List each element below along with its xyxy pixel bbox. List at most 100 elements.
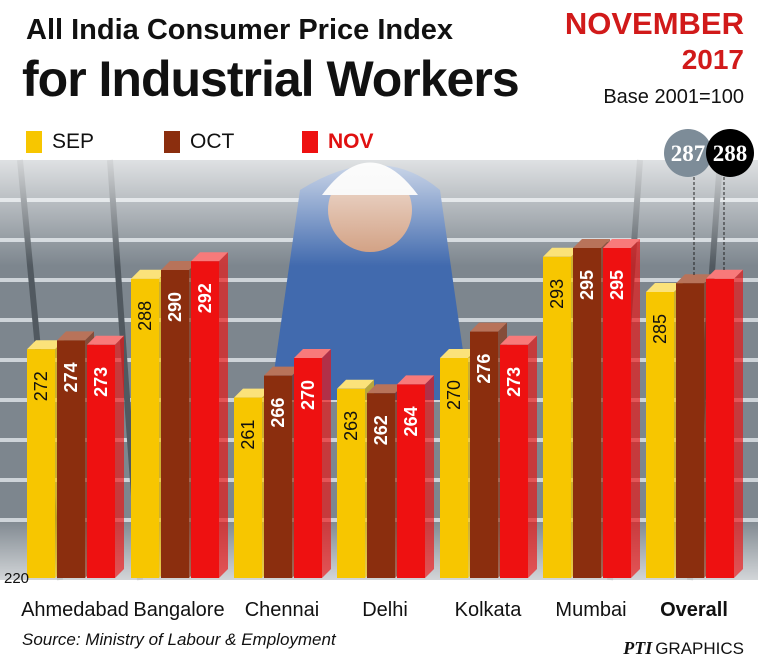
bar-bangalore-oct — [161, 270, 189, 578]
bar-top-ahmedabad-sep — [27, 340, 64, 350]
category-label-mumbai: Mumbai — [555, 599, 626, 621]
bar-group-delhi: 263 262 264 — [337, 375, 434, 578]
value-label-kolkata-oct: 276 — [474, 354, 494, 384]
bar-top-delhi-sep — [337, 379, 374, 389]
bar-kolkata-sep — [440, 358, 468, 578]
bar-top-ahmedabad-nov — [87, 335, 124, 345]
badge-circle-nov — [706, 129, 754, 177]
bar-top-overall-sep — [646, 283, 683, 292]
value-label-ahmedabad-nov: 273 — [91, 367, 111, 397]
bar-overall-sep — [646, 292, 674, 578]
bar-mumbai-sep — [543, 256, 571, 578]
category-label-kolkata: Kolkata — [455, 599, 523, 621]
bar-top-delhi-oct — [367, 384, 404, 394]
bar-group-kolkata: 270 276 273 — [440, 322, 537, 578]
bar-side-chennai-nov — [322, 349, 331, 578]
base-year-note: Base 2001=100 — [603, 86, 744, 108]
bar-side-ahmedabad-nov — [115, 335, 124, 578]
value-label-ahmedabad-oct: 274 — [61, 362, 81, 392]
value-label-ahmedabad-sep: 272 — [31, 371, 51, 401]
bar-top-mumbai-oct — [573, 239, 610, 248]
value-label-delhi-nov: 264 — [401, 406, 421, 436]
value-label-mumbai-nov: 295 — [607, 270, 627, 300]
value-label-mumbai-sep: 293 — [547, 279, 567, 309]
y-axis-min-label: 220 — [4, 570, 29, 587]
legend-swatch-oct — [164, 131, 180, 153]
bar-top-bangalore-oct — [161, 261, 198, 270]
bar-delhi-oct — [367, 393, 395, 578]
legend-label-oct: OCT — [190, 130, 235, 153]
value-label-delhi-sep: 263 — [341, 411, 361, 441]
bar-top-overall-nov — [706, 269, 743, 279]
value-label-chennai-oct: 266 — [268, 398, 288, 428]
bar-group-chennai: 261 266 270 — [234, 349, 331, 578]
legend-swatch-sep — [26, 131, 42, 153]
bar-mumbai-nov — [603, 248, 631, 578]
bar-group-ahmedabad: 272 274 273 — [27, 331, 124, 578]
value-label-chennai-sep: 261 — [238, 420, 258, 450]
bar-chennai-oct — [264, 375, 292, 578]
badge-value-oct: 287 — [671, 141, 706, 166]
bar-ahmedabad-nov — [87, 344, 115, 578]
badge-circle-oct — [664, 129, 712, 177]
year-label: 2017 — [681, 44, 744, 75]
bar-bangalore-nov — [191, 261, 219, 578]
bar-top-delhi-nov — [397, 375, 434, 385]
legend-item-oct: OCT — [164, 130, 302, 154]
bar-top-chennai-nov — [294, 349, 331, 358]
bar-group-bangalore: 288 290 292 — [131, 252, 228, 578]
bar-ahmedabad-sep — [27, 349, 55, 578]
bar-top-ahmedabad-oct — [57, 331, 94, 341]
legend: SEP OCT NOV — [26, 130, 440, 154]
bar-side-overall-nov — [734, 269, 743, 578]
bar-overall-nov — [706, 278, 734, 578]
month-label: NOVEMBER — [564, 6, 744, 41]
bar-side-delhi-nov — [425, 375, 434, 578]
bar-group-overall: 285 — [646, 269, 743, 578]
category-label-delhi: Delhi — [362, 599, 408, 621]
bar-delhi-sep — [337, 388, 365, 578]
bar-overall-oct — [676, 283, 704, 578]
category-label-chennai: Chennai — [245, 599, 320, 621]
value-label-kolkata-nov: 273 — [504, 367, 524, 397]
legend-label-sep: SEP — [52, 130, 95, 153]
value-label-kolkata-sep: 270 — [444, 380, 464, 410]
legend-swatch-nov — [302, 131, 318, 153]
category-label-overall: Overall — [660, 599, 728, 621]
bar-top-bangalore-sep — [131, 269, 168, 279]
bar-top-mumbai-sep — [543, 247, 580, 257]
bar-mumbai-oct — [573, 248, 601, 578]
bar-side-kolkata-nov — [528, 335, 537, 578]
value-label-bangalore-oct: 290 — [165, 292, 185, 322]
bar-bangalore-sep — [131, 278, 159, 578]
bar-top-mumbai-nov — [603, 239, 640, 248]
bar-delhi-nov — [397, 384, 425, 578]
category-label-bangalore: Bangalore — [133, 599, 224, 621]
value-label-bangalore-sep: 288 — [135, 301, 155, 331]
bar-group-mumbai: 293 295 295 — [543, 239, 640, 579]
title-line-2: for Industrial Workers — [22, 51, 520, 107]
title-line-1: All India Consumer Price Index — [26, 14, 454, 46]
bar-top-overall-oct — [676, 274, 713, 284]
bar-top-chennai-oct — [264, 366, 301, 376]
bar-top-chennai-sep — [234, 388, 271, 398]
pti-logo: PTI — [623, 638, 653, 658]
category-label-ahmedabad: Ahmedabad — [21, 599, 129, 621]
bar-side-bangalore-nov — [219, 252, 228, 578]
bar-top-kolkata-nov — [500, 335, 537, 345]
value-label-chennai-nov: 270 — [298, 380, 318, 410]
value-label-bangalore-nov: 292 — [195, 283, 215, 313]
bar-top-bangalore-nov — [191, 252, 228, 262]
bar-kolkata-oct — [470, 331, 498, 578]
badge-value-nov: 288 — [713, 141, 748, 166]
bar-kolkata-nov — [500, 344, 528, 578]
bar-ahmedabad-oct — [57, 340, 85, 578]
bar-chennai-sep — [234, 397, 262, 578]
value-label-overall-sep: 285 — [650, 314, 670, 344]
legend-item-nov: NOV — [302, 130, 440, 154]
bar-side-mumbai-nov — [631, 239, 640, 578]
value-label-delhi-oct: 262 — [371, 415, 391, 445]
credit-text: GRAPHICS — [655, 639, 744, 658]
